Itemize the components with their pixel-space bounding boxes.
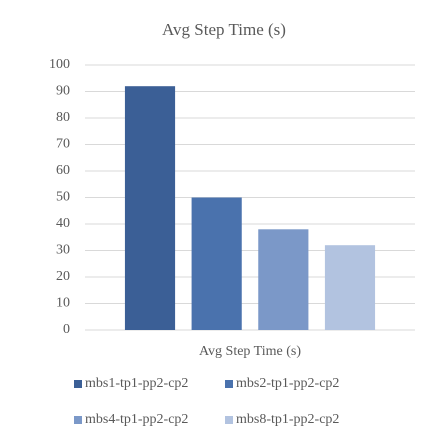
bar [258, 229, 309, 330]
y-tick-label: 90 [56, 84, 70, 99]
y-tick-label: 10 [56, 296, 70, 311]
legend-label: mbs2-tp1-pp2-cp2 [236, 376, 339, 391]
y-tick-label: 60 [56, 163, 70, 178]
y-tick-label: 80 [56, 110, 70, 125]
bar [124, 86, 176, 330]
y-tick-label: 20 [56, 269, 70, 284]
y-tick-label: 70 [56, 137, 70, 152]
y-tick-label: 0 [63, 322, 70, 337]
legend-label: mbs8-tp1-pp2-cp2 [236, 412, 339, 427]
legend-swatch [74, 380, 82, 388]
y-tick-label: 100 [49, 57, 70, 72]
y-tick-label: 40 [56, 216, 70, 231]
chart-title: Avg Step Time (s) [162, 20, 286, 39]
legend-swatch [225, 380, 233, 388]
legend-swatch [74, 416, 82, 424]
legend-swatch [225, 416, 233, 424]
y-tick-label: 50 [56, 190, 70, 205]
bar [191, 197, 242, 330]
legend-label: mbs1-tp1-pp2-cp2 [85, 376, 188, 391]
x-tick-label: Avg Step Time (s) [199, 344, 301, 359]
bar [324, 245, 376, 330]
y-tick-label: 30 [56, 243, 70, 258]
legend-label: mbs4-tp1-pp2-cp2 [85, 412, 188, 427]
